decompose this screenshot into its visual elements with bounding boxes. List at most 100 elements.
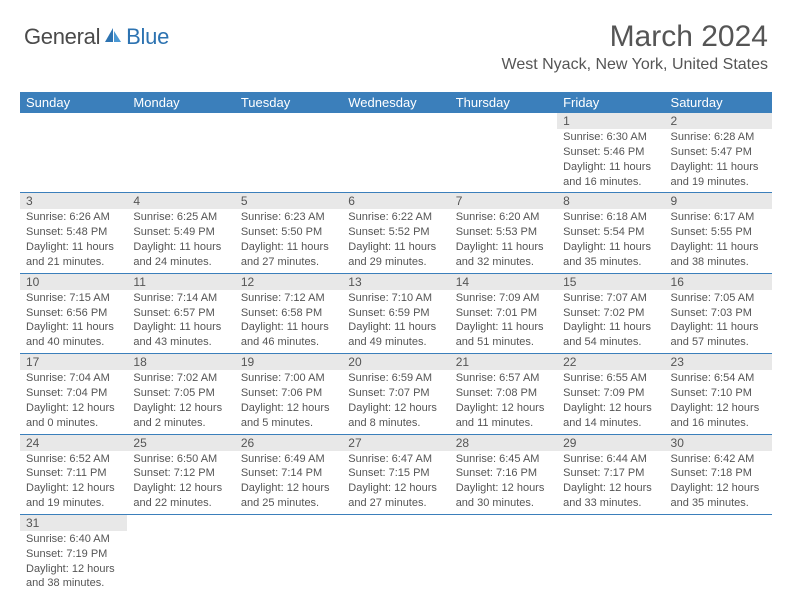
daylight: Daylight: 12 hours and 33 minutes. bbox=[563, 481, 658, 511]
calendar-cell bbox=[557, 514, 664, 594]
weekday-header: Thursday bbox=[450, 92, 557, 113]
calendar-cell: 15Sunrise: 7:07 AMSunset: 7:02 PMDayligh… bbox=[557, 273, 664, 353]
day-number: 20 bbox=[342, 354, 449, 370]
sunrise: Sunrise: 6:54 AM bbox=[671, 371, 766, 386]
calendar-cell bbox=[127, 113, 234, 193]
calendar-cell: 8Sunrise: 6:18 AMSunset: 5:54 PMDaylight… bbox=[557, 193, 664, 273]
day-number: 28 bbox=[450, 435, 557, 451]
daylight: Daylight: 11 hours and 54 minutes. bbox=[563, 320, 658, 350]
day-number: 23 bbox=[665, 354, 772, 370]
day-number: 1 bbox=[557, 113, 664, 129]
sunrise: Sunrise: 6:47 AM bbox=[348, 452, 443, 467]
calendar-cell: 16Sunrise: 7:05 AMSunset: 7:03 PMDayligh… bbox=[665, 273, 772, 353]
daylight: Daylight: 11 hours and 24 minutes. bbox=[133, 240, 228, 270]
sunset: Sunset: 6:58 PM bbox=[241, 306, 336, 321]
sunrise: Sunrise: 7:05 AM bbox=[671, 291, 766, 306]
calendar-row: 31Sunrise: 6:40 AMSunset: 7:19 PMDayligh… bbox=[20, 514, 772, 594]
sunset: Sunset: 5:55 PM bbox=[671, 225, 766, 240]
month-title: March 2024 bbox=[502, 20, 768, 54]
logo-text-general: General bbox=[24, 24, 100, 50]
calendar-cell bbox=[235, 514, 342, 594]
weekday-header: Monday bbox=[127, 92, 234, 113]
day-number: 7 bbox=[450, 193, 557, 209]
daylight: Daylight: 11 hours and 43 minutes. bbox=[133, 320, 228, 350]
sunrise: Sunrise: 7:09 AM bbox=[456, 291, 551, 306]
daylight: Daylight: 11 hours and 29 minutes. bbox=[348, 240, 443, 270]
sunrise: Sunrise: 6:57 AM bbox=[456, 371, 551, 386]
day-info: Sunrise: 6:40 AMSunset: 7:19 PMDaylight:… bbox=[20, 531, 127, 594]
calendar-cell: 25Sunrise: 6:50 AMSunset: 7:12 PMDayligh… bbox=[127, 434, 234, 514]
sunrise: Sunrise: 6:22 AM bbox=[348, 210, 443, 225]
weekday-header: Saturday bbox=[665, 92, 772, 113]
sunset: Sunset: 6:56 PM bbox=[26, 306, 121, 321]
sunset: Sunset: 7:05 PM bbox=[133, 386, 228, 401]
calendar-cell bbox=[665, 514, 772, 594]
day-info: Sunrise: 7:09 AMSunset: 7:01 PMDaylight:… bbox=[450, 290, 557, 353]
day-info: Sunrise: 7:10 AMSunset: 6:59 PMDaylight:… bbox=[342, 290, 449, 353]
day-number: 21 bbox=[450, 354, 557, 370]
day-number: 25 bbox=[127, 435, 234, 451]
day-number: 26 bbox=[235, 435, 342, 451]
sunrise: Sunrise: 6:28 AM bbox=[671, 130, 766, 145]
sunset: Sunset: 7:14 PM bbox=[241, 466, 336, 481]
daylight: Daylight: 11 hours and 38 minutes. bbox=[671, 240, 766, 270]
calendar-cell: 31Sunrise: 6:40 AMSunset: 7:19 PMDayligh… bbox=[20, 514, 127, 594]
sunrise: Sunrise: 6:25 AM bbox=[133, 210, 228, 225]
day-info: Sunrise: 6:28 AMSunset: 5:47 PMDaylight:… bbox=[665, 129, 772, 192]
day-info: Sunrise: 6:49 AMSunset: 7:14 PMDaylight:… bbox=[235, 451, 342, 514]
calendar-cell: 29Sunrise: 6:44 AMSunset: 7:17 PMDayligh… bbox=[557, 434, 664, 514]
daylight: Daylight: 11 hours and 32 minutes. bbox=[456, 240, 551, 270]
weekday-header: Tuesday bbox=[235, 92, 342, 113]
day-number: 4 bbox=[127, 193, 234, 209]
sunset: Sunset: 7:10 PM bbox=[671, 386, 766, 401]
daylight: Daylight: 11 hours and 46 minutes. bbox=[241, 320, 336, 350]
sunrise: Sunrise: 6:20 AM bbox=[456, 210, 551, 225]
sunset: Sunset: 5:53 PM bbox=[456, 225, 551, 240]
sunset: Sunset: 7:08 PM bbox=[456, 386, 551, 401]
daylight: Daylight: 12 hours and 11 minutes. bbox=[456, 401, 551, 431]
calendar-cell: 11Sunrise: 7:14 AMSunset: 6:57 PMDayligh… bbox=[127, 273, 234, 353]
sunrise: Sunrise: 6:59 AM bbox=[348, 371, 443, 386]
day-number: 29 bbox=[557, 435, 664, 451]
sunrise: Sunrise: 6:17 AM bbox=[671, 210, 766, 225]
sunrise: Sunrise: 6:45 AM bbox=[456, 452, 551, 467]
calendar-cell: 20Sunrise: 6:59 AMSunset: 7:07 PMDayligh… bbox=[342, 354, 449, 434]
day-info: Sunrise: 6:57 AMSunset: 7:08 PMDaylight:… bbox=[450, 370, 557, 433]
daylight: Daylight: 11 hours and 40 minutes. bbox=[26, 320, 121, 350]
day-info: Sunrise: 6:45 AMSunset: 7:16 PMDaylight:… bbox=[450, 451, 557, 514]
day-number: 13 bbox=[342, 274, 449, 290]
sunrise: Sunrise: 7:14 AM bbox=[133, 291, 228, 306]
sunset: Sunset: 6:57 PM bbox=[133, 306, 228, 321]
calendar-cell: 17Sunrise: 7:04 AMSunset: 7:04 PMDayligh… bbox=[20, 354, 127, 434]
calendar-row: 24Sunrise: 6:52 AMSunset: 7:11 PMDayligh… bbox=[20, 434, 772, 514]
calendar-cell: 4Sunrise: 6:25 AMSunset: 5:49 PMDaylight… bbox=[127, 193, 234, 273]
daylight: Daylight: 12 hours and 16 minutes. bbox=[671, 401, 766, 431]
sunrise: Sunrise: 7:10 AM bbox=[348, 291, 443, 306]
sunset: Sunset: 7:09 PM bbox=[563, 386, 658, 401]
day-info: Sunrise: 7:00 AMSunset: 7:06 PMDaylight:… bbox=[235, 370, 342, 433]
day-info: Sunrise: 6:52 AMSunset: 7:11 PMDaylight:… bbox=[20, 451, 127, 514]
daylight: Daylight: 11 hours and 51 minutes. bbox=[456, 320, 551, 350]
daylight: Daylight: 11 hours and 35 minutes. bbox=[563, 240, 658, 270]
sunset: Sunset: 7:15 PM bbox=[348, 466, 443, 481]
daylight: Daylight: 12 hours and 35 minutes. bbox=[671, 481, 766, 511]
calendar-row: 1Sunrise: 6:30 AMSunset: 5:46 PMDaylight… bbox=[20, 113, 772, 193]
sunset: Sunset: 7:18 PM bbox=[671, 466, 766, 481]
calendar-cell: 26Sunrise: 6:49 AMSunset: 7:14 PMDayligh… bbox=[235, 434, 342, 514]
sunset: Sunset: 7:03 PM bbox=[671, 306, 766, 321]
sunrise: Sunrise: 6:49 AM bbox=[241, 452, 336, 467]
calendar-cell: 30Sunrise: 6:42 AMSunset: 7:18 PMDayligh… bbox=[665, 434, 772, 514]
day-info: Sunrise: 7:05 AMSunset: 7:03 PMDaylight:… bbox=[665, 290, 772, 353]
weekday-header: Wednesday bbox=[342, 92, 449, 113]
calendar-cell: 7Sunrise: 6:20 AMSunset: 5:53 PMDaylight… bbox=[450, 193, 557, 273]
calendar-cell: 28Sunrise: 6:45 AMSunset: 7:16 PMDayligh… bbox=[450, 434, 557, 514]
calendar-cell bbox=[342, 514, 449, 594]
sunset: Sunset: 7:07 PM bbox=[348, 386, 443, 401]
weekday-header: Sunday bbox=[20, 92, 127, 113]
day-info: Sunrise: 6:17 AMSunset: 5:55 PMDaylight:… bbox=[665, 209, 772, 272]
day-number: 11 bbox=[127, 274, 234, 290]
sunrise: Sunrise: 6:30 AM bbox=[563, 130, 658, 145]
calendar-cell: 13Sunrise: 7:10 AMSunset: 6:59 PMDayligh… bbox=[342, 273, 449, 353]
daylight: Daylight: 12 hours and 2 minutes. bbox=[133, 401, 228, 431]
day-number: 10 bbox=[20, 274, 127, 290]
